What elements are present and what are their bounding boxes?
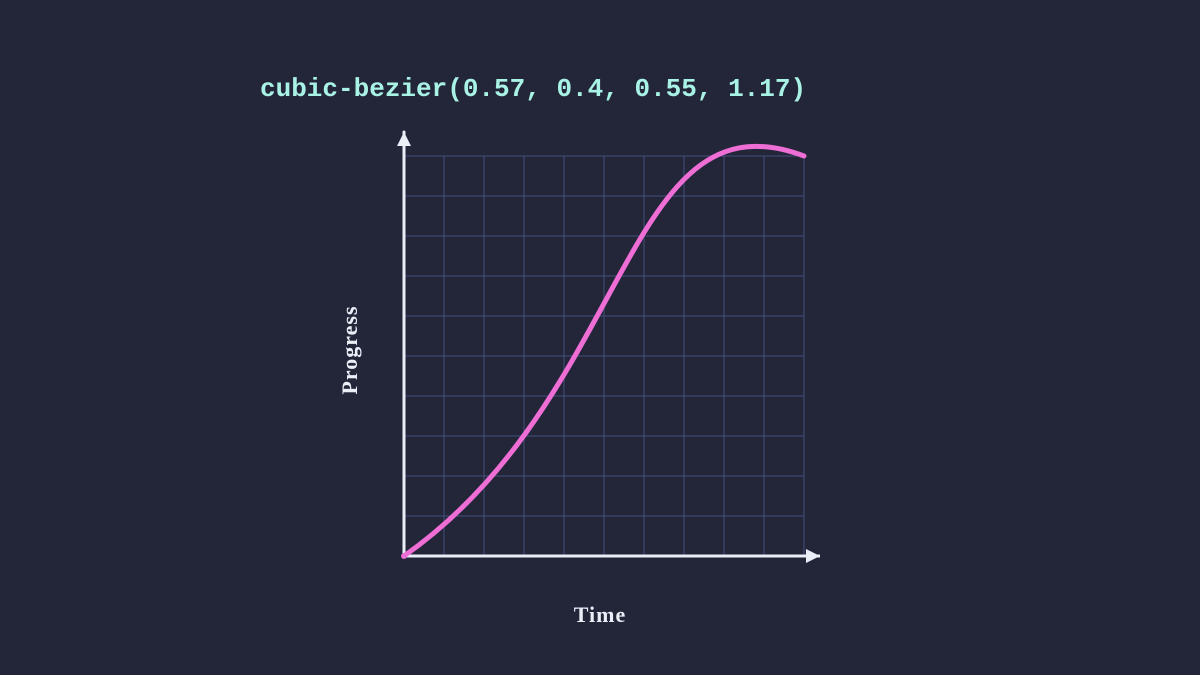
chart-title: cubic-bezier(0.57, 0.4, 0.55, 1.17) <box>260 74 806 104</box>
x-axis-label: Time <box>574 602 626 628</box>
y-axis-label: Progress <box>337 305 363 394</box>
bezier-plot <box>380 120 820 580</box>
chart-stage: cubic-bezier(0.57, 0.4, 0.55, 1.17) Prog… <box>0 0 1200 675</box>
axes <box>397 132 820 563</box>
grid <box>404 156 804 556</box>
